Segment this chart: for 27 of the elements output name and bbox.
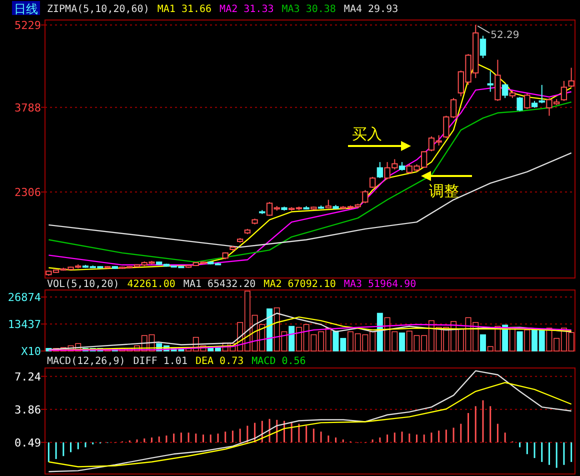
chart-title: 日线	[14, 2, 38, 16]
annotation: 调整	[429, 182, 459, 200]
text: MA2 31.33	[220, 4, 274, 15]
y-tick-label: 0.49	[14, 436, 41, 450]
y-tick-label: 3.86	[14, 403, 41, 416]
text: MA1 31.66	[157, 4, 212, 15]
y-tick-label: 13437	[8, 318, 41, 332]
legend-title: MACD(12,26,9)	[47, 356, 126, 367]
text: MA2 67092.10	[264, 279, 336, 290]
text: DEA 0.73	[195, 356, 244, 367]
y-tick-label: 2306	[14, 186, 41, 199]
text: MA1 65432.20	[183, 279, 256, 290]
y-tick-label: 7.24	[14, 370, 42, 384]
y-tick-label: X10	[21, 345, 41, 358]
legend-title: VOL(5,10,20)	[47, 279, 120, 290]
legend-title: ZIPMA(5,10,20,60)	[47, 4, 150, 15]
annotation: 52.29	[490, 30, 520, 41]
text: MA3 51964.90	[344, 279, 416, 290]
annotation: 42261.00	[127, 279, 176, 290]
text: MA4 29.93	[344, 4, 398, 15]
y-tick-label: 26874	[8, 291, 42, 304]
y-tick-label: 5229	[14, 18, 41, 32]
y-tick-label: 3788	[14, 101, 41, 114]
text: MA3 30.38	[282, 4, 336, 15]
text: DIFF 1.01	[133, 356, 188, 367]
text: MACD 0.56	[252, 356, 306, 367]
annotation: 买入	[352, 125, 382, 143]
